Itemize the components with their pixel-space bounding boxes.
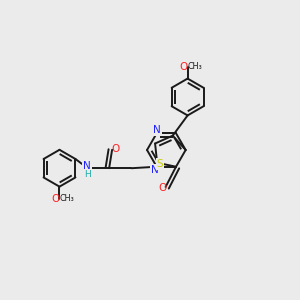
Text: N: N bbox=[151, 165, 159, 175]
Text: CH₃: CH₃ bbox=[188, 62, 203, 71]
Text: O: O bbox=[51, 194, 59, 203]
Text: S: S bbox=[157, 159, 164, 169]
Text: N: N bbox=[153, 125, 160, 135]
Text: O: O bbox=[179, 62, 188, 72]
Text: H: H bbox=[84, 170, 91, 179]
Text: O: O bbox=[158, 183, 167, 194]
Text: N: N bbox=[83, 161, 91, 171]
Text: O: O bbox=[112, 144, 120, 154]
Text: CH₃: CH₃ bbox=[60, 194, 74, 203]
